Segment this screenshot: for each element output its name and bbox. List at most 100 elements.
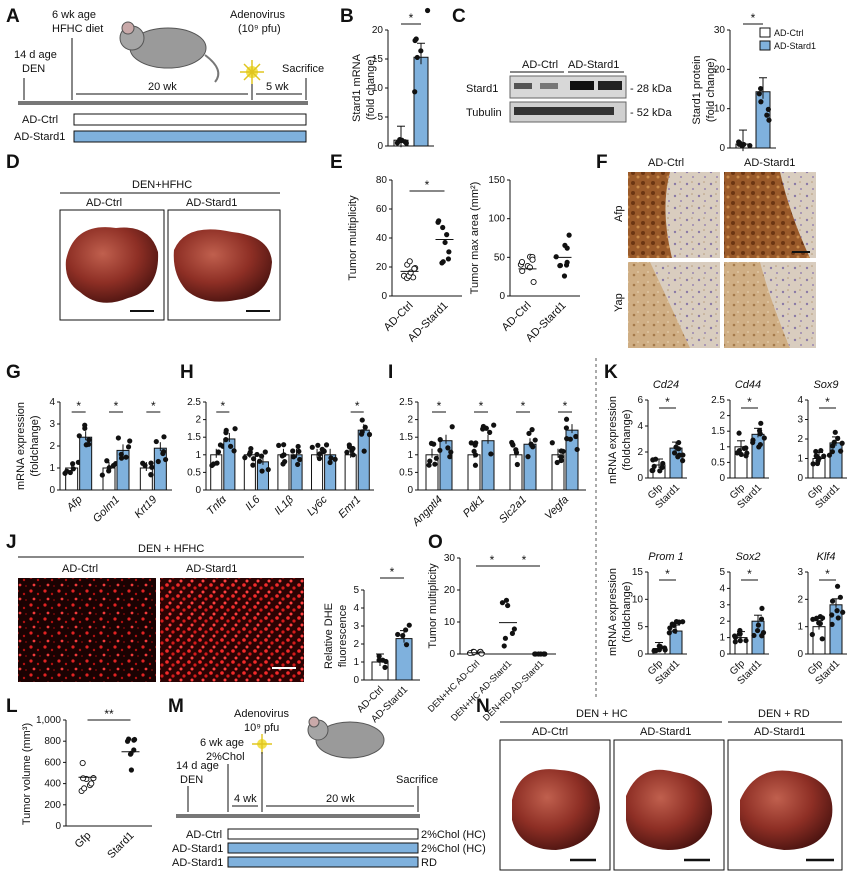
panel-a-wk5: 5 wk <box>266 81 289 93</box>
chart-i-point <box>433 455 439 461</box>
chart-o-tick-label: 0 <box>449 649 455 660</box>
panel-letter-b: B <box>340 6 354 27</box>
bar-stard1 <box>669 630 683 655</box>
chart-k6-point <box>837 594 843 600</box>
chart-c-point <box>756 91 762 97</box>
chart-o-point <box>511 626 517 632</box>
chart-k5-point <box>755 622 761 628</box>
chart-h-point <box>250 462 256 468</box>
chart-k6-point <box>829 612 835 618</box>
sig-star: * <box>409 11 414 25</box>
chart-k2-tick-label: 2 <box>719 411 725 422</box>
x-label: Gfp <box>73 830 94 851</box>
chart-k5-tick-label: 3 <box>719 600 725 611</box>
chart-c-point <box>736 141 742 147</box>
chart-l-tick-label: 0 <box>55 821 61 832</box>
chart-i-point <box>558 454 564 460</box>
chart-h-point <box>346 444 353 450</box>
x-label: AD-Ctrl <box>382 300 416 334</box>
panel-m-adeno: Adenovirus <box>234 708 290 720</box>
chart-g-point <box>70 466 76 472</box>
chart-g-point <box>125 444 132 450</box>
chart-l-tick-label: 200 <box>44 800 61 811</box>
chart-g-point <box>118 451 124 457</box>
chart-j-tick-label: 2 <box>353 639 359 650</box>
x-label: Ly6c <box>305 493 330 518</box>
chart-i-point <box>427 458 433 464</box>
panel-a-sacrifice: Sacrifice <box>282 63 324 75</box>
chart-b-point <box>424 7 431 14</box>
chart-g-point <box>153 438 159 445</box>
panel-a-wk20: 20 wk <box>148 81 177 93</box>
chart-k3-tick-label: 0 <box>797 473 803 484</box>
panel-f-col-stard1: AD-Stard1 <box>744 157 795 169</box>
chart-b-point <box>413 36 419 42</box>
sig-star: * <box>479 399 484 413</box>
chart-c-ylabel: Stard1 protein <box>691 55 703 124</box>
chart-h-point <box>215 449 222 455</box>
panel-d-liver-photos: DEN+HFHC AD-Ctrl AD-Stard1 <box>59 179 281 321</box>
chart-e2-tick-label: 0 <box>499 291 505 302</box>
panel-m-row2: AD-Stard1 <box>172 843 223 855</box>
chart-i-tick-label: 2 <box>407 415 413 426</box>
chart-k5-point <box>759 633 765 639</box>
chart-b-ylabel: Stard1 mRNA <box>351 53 363 122</box>
chart-k2-point <box>744 450 750 456</box>
chart-k5-title: Sox2 <box>735 551 760 563</box>
chart-k4-point <box>667 625 673 631</box>
chart-j-point <box>376 653 382 659</box>
chart-k4-point <box>672 628 678 634</box>
chart-b: 0 5 10 15 20 * Stard1 mRNA (fold change) <box>351 7 434 152</box>
panel-m-schematic: Adenovirus 10⁹ pfu 6 wk age 2%Chol 14 d … <box>172 708 486 869</box>
chart-k2-point <box>738 451 744 458</box>
chart-k2-tick-label: 0 <box>719 473 725 484</box>
chart-l-point <box>124 738 131 744</box>
chart-i-point <box>563 416 570 422</box>
virus-icon-m <box>252 734 272 754</box>
chart-k1-point <box>651 463 657 469</box>
sig-star: * <box>437 399 442 413</box>
panel-letter-h: H <box>180 362 194 383</box>
chart-h-point <box>259 468 265 474</box>
panel-f-row-yap: Yap <box>613 293 625 312</box>
chart-k4-tick-label: 0 <box>637 649 643 660</box>
chart-h-tick-label: 1.5 <box>187 432 201 443</box>
chart-b-point <box>412 89 418 95</box>
chart-b-tick-label: 15 <box>372 54 384 65</box>
chart-k5-point <box>754 627 761 634</box>
sig-star: * <box>825 567 830 581</box>
chart-h-point <box>227 443 234 449</box>
chart-e2-point <box>529 256 536 263</box>
chart-c-ylabel2: (fold change) <box>705 58 717 122</box>
panel-letter-k: K <box>604 362 618 383</box>
chart-k5-point <box>732 633 738 639</box>
chart-j-tick-label: 3 <box>353 621 359 632</box>
sig-star: * <box>751 11 756 25</box>
chart-h-point <box>281 442 287 448</box>
chart-g: 0 1 2 3 4 * Afp * Golm1 * Krt19 mRNA expression (fol… <box>15 397 172 525</box>
chart-j-point <box>400 633 406 639</box>
chart-g-tick-label: 0 <box>49 485 55 496</box>
chart-k4-tick-label: 5 <box>637 622 643 633</box>
chart-h-point <box>265 466 271 473</box>
x-label: Golm1 <box>91 494 122 525</box>
chart-g-point <box>148 460 154 466</box>
chart-h-tick-label: 2.5 <box>187 397 201 408</box>
bar-slc2a1 <box>523 443 537 491</box>
sig-star: * <box>665 567 670 581</box>
chart-k4-tick-label: 15 <box>632 567 644 578</box>
panel-d-stard1: AD-Stard1 <box>186 197 237 209</box>
chart-l-tick-label: 600 <box>44 757 61 768</box>
chart-h-point <box>328 455 334 461</box>
chart-i-point <box>510 441 516 447</box>
panel-m-age6: 6 wk age <box>200 737 244 749</box>
chart-g-point <box>86 441 92 447</box>
chart-k6-point <box>840 609 846 615</box>
chart-k2-point <box>758 420 764 426</box>
panel-n-title1: DEN + HC <box>576 708 628 720</box>
chart-c-point <box>765 106 771 112</box>
panel-m-row1: AD-Ctrl <box>186 829 222 841</box>
sig-star: * <box>390 565 395 579</box>
